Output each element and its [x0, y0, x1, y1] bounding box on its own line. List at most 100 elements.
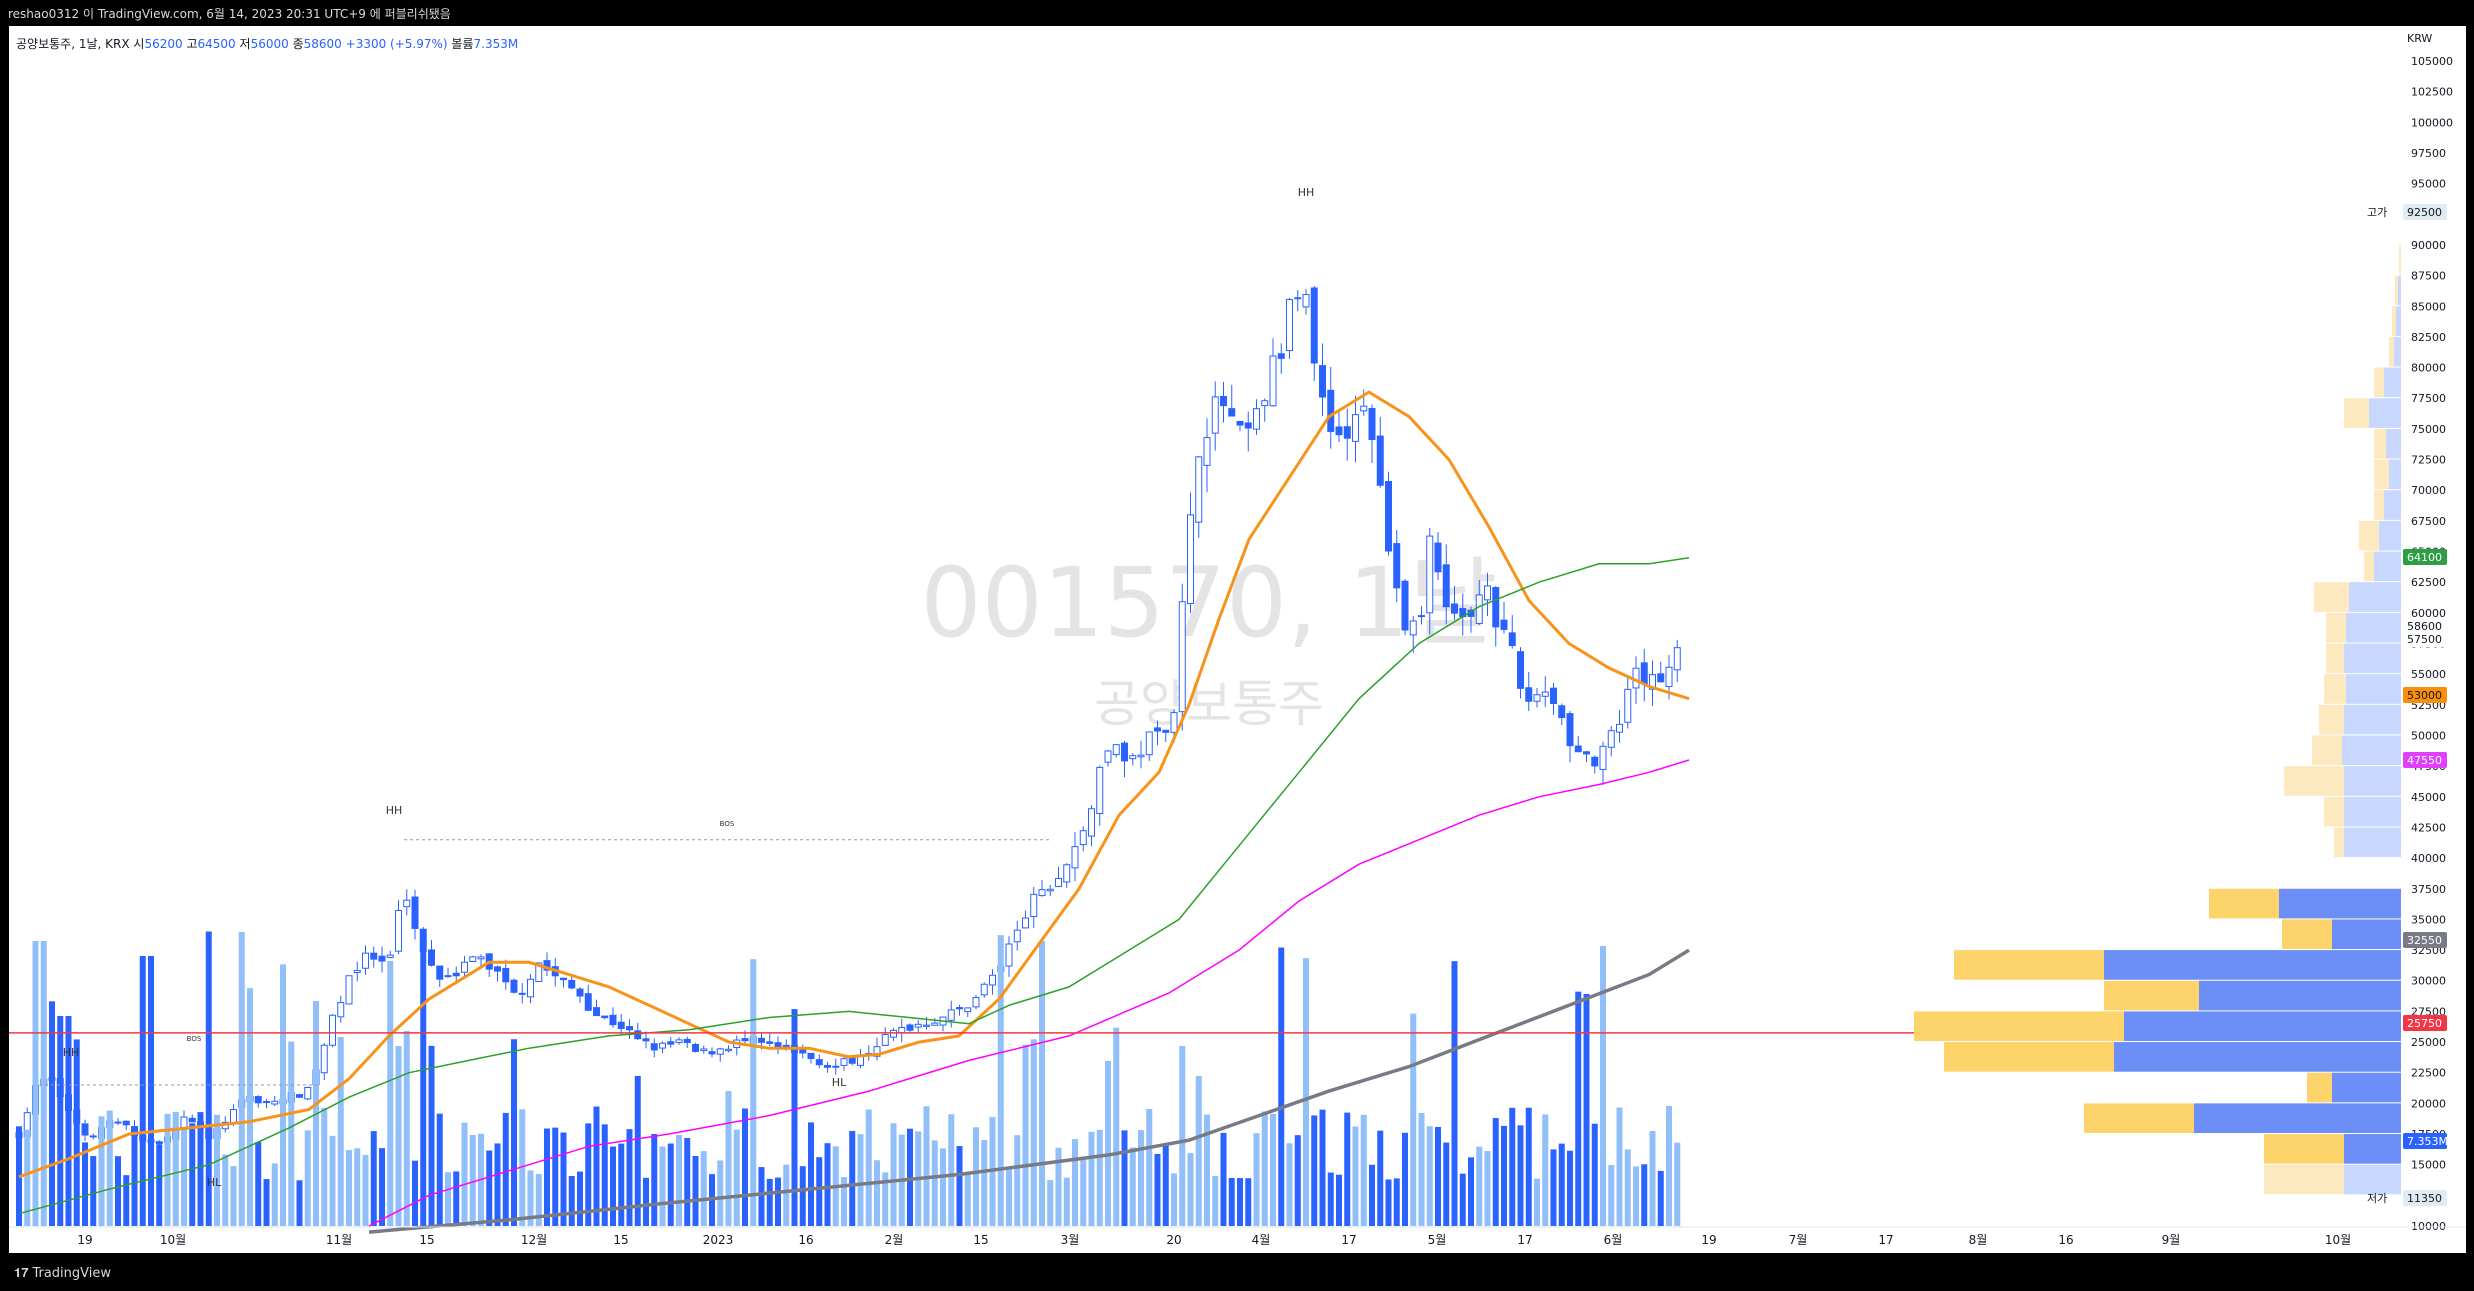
vp-up-bar — [2332, 919, 2404, 950]
candle-body — [1649, 674, 1656, 690]
candle-body — [1673, 647, 1681, 671]
volume-bar — [667, 1143, 674, 1226]
chart-svg[interactable]: 001570, 1날공양보통주HHBOSHLHHBOSHLHHKRW100001… — [9, 26, 2466, 1253]
time-axis[interactable]: 19 10월 11월 15 12월 15 2023 16 2월 15 3월 20 4월 17 5월 17 6월 1… — [9, 1226, 2466, 1247]
x-tick-label: 2023 — [703, 1233, 734, 1247]
volume-bar — [304, 1130, 311, 1226]
candle-body — [502, 967, 510, 983]
vp-up-bar — [2344, 1134, 2404, 1164]
volume-bar — [494, 1143, 501, 1226]
volume-bar — [461, 1122, 468, 1226]
price-label-box — [2403, 687, 2447, 703]
legend-high-label: 고 — [186, 37, 198, 51]
volume-bar — [1055, 1147, 1062, 1226]
volume-bar — [1220, 1132, 1227, 1226]
x-tick-label: 9월 — [2162, 1233, 2181, 1247]
volume-bar — [1344, 1112, 1351, 1226]
volume-bar — [1484, 1151, 1491, 1226]
vp-up-bar — [2279, 888, 2404, 919]
vp-down-bar — [2359, 520, 2379, 551]
candle-body — [353, 970, 361, 974]
candle-body — [568, 979, 576, 989]
volume-bar — [1600, 946, 1606, 1226]
vp-down-bar — [1914, 1011, 2124, 1042]
volume-bar — [255, 1141, 262, 1226]
y-tick-label: 82500 — [2411, 331, 2446, 344]
volume-bar — [1583, 993, 1590, 1226]
ema-line — [18, 390, 1690, 1179]
y-tick-label: 22500 — [2411, 1067, 2446, 1080]
volume-bar — [1410, 1013, 1417, 1226]
vp-up-bar — [2389, 459, 2404, 490]
candle-body — [1352, 414, 1359, 442]
candle-body — [1484, 585, 1491, 601]
vp-up-bar — [2396, 306, 2404, 336]
vp-up-bar — [2114, 1042, 2404, 1072]
volume-bar — [1624, 1149, 1631, 1226]
candle-body — [1162, 729, 1170, 733]
volume-bar — [849, 1131, 856, 1226]
candle-body — [609, 1014, 617, 1026]
candle-body — [527, 978, 534, 998]
volume-bar — [346, 1149, 352, 1226]
candle-body — [634, 1030, 642, 1040]
volume-bar — [824, 1143, 831, 1226]
y-tick-label: 15000 — [2411, 1159, 2446, 1172]
vp-up-bar — [2332, 1072, 2404, 1103]
volume-bar — [1121, 1130, 1128, 1226]
candle-body — [576, 988, 584, 997]
volume-bar — [940, 1148, 946, 1226]
candle-body — [1236, 420, 1244, 426]
legend-open-label: 시 — [133, 37, 145, 51]
vp-down-bar — [2104, 980, 2199, 1011]
vp-down-bar — [2334, 827, 2344, 858]
volume-bar — [931, 1140, 938, 1226]
volume-bar — [634, 1076, 641, 1226]
volume-bar — [40, 941, 47, 1226]
volume-bar — [1377, 1130, 1384, 1226]
price-label-box — [2403, 631, 2447, 647]
volume-bar — [131, 1133, 138, 1226]
price-label-value: 58600 — [2407, 620, 2442, 633]
vp-up-bar — [2346, 612, 2404, 643]
y-tick-label: 50000 — [2411, 729, 2446, 742]
volume-bar — [841, 1177, 847, 1226]
volume-bar — [816, 1157, 823, 1226]
y-tick-label: 95000 — [2411, 178, 2446, 191]
y-tick-label: 45000 — [2411, 791, 2446, 804]
x-tick-label: 6월 — [1604, 1233, 1623, 1247]
vp-up-bar — [2349, 582, 2404, 612]
chart-panel[interactable]: 001570, 1날 공양보통주 HH BOS HL HH BOS HL HH KRW 10000 1… — [9, 26, 2466, 1253]
candle-body — [510, 979, 518, 993]
candle-body — [890, 1029, 897, 1038]
vp-up-bar — [2124, 1011, 2404, 1042]
candle-body — [659, 1042, 666, 1049]
volume-bar — [1542, 1114, 1549, 1226]
legend-low: 56000 — [250, 37, 289, 51]
price-axis[interactable]: KRW1000012500150001750020000225002500027… — [2367, 26, 2466, 1253]
volume-bar — [560, 1132, 567, 1226]
candle-body — [947, 1009, 955, 1021]
candle-body — [1310, 287, 1318, 364]
volume-bars — [16, 931, 1681, 1226]
candle-body — [1591, 756, 1599, 767]
vp-up-bar — [2344, 1164, 2404, 1195]
volume-bar — [139, 956, 146, 1226]
candle-body — [1013, 929, 1021, 943]
volume-bar — [1501, 1125, 1507, 1226]
volume-bar — [280, 964, 286, 1226]
volume-bar — [1138, 1130, 1144, 1226]
x-tick-label: 15 — [973, 1233, 988, 1247]
candle-body — [1426, 535, 1434, 614]
price-label-box — [2403, 549, 2447, 565]
tradingview-logo[interactable]: 𝟏𝟕 TradingView — [10, 1266, 111, 1281]
top-bar: reshao0312 이 TradingView.com, 6월 14, 202… — [0, 0, 2474, 25]
candle-body — [188, 1117, 196, 1123]
y-tick-label: 90000 — [2411, 239, 2446, 252]
candle-body — [89, 1135, 97, 1138]
x-tick-label: 17 — [1517, 1233, 1532, 1247]
volume-bar — [775, 1177, 781, 1226]
candles — [15, 285, 1681, 1149]
volume-bar — [692, 1155, 699, 1226]
candle-body — [799, 1049, 807, 1054]
